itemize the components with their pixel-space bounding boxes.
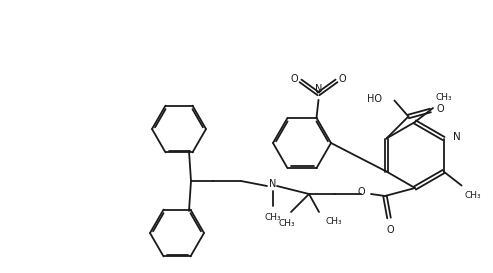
Text: CH₃: CH₃ — [464, 191, 481, 200]
Text: HO: HO — [367, 93, 383, 103]
Text: O: O — [339, 74, 346, 84]
Text: N: N — [453, 132, 460, 141]
Text: O: O — [436, 105, 444, 114]
Text: O: O — [357, 187, 365, 197]
Text: CH₃: CH₃ — [265, 213, 282, 222]
Text: N: N — [269, 179, 277, 189]
Text: O: O — [386, 225, 394, 235]
Text: CH₃: CH₃ — [436, 93, 453, 102]
Text: CH₃: CH₃ — [279, 219, 295, 228]
Text: CH₃: CH₃ — [325, 217, 342, 226]
Text: O: O — [291, 74, 298, 84]
Text: N: N — [315, 84, 322, 94]
